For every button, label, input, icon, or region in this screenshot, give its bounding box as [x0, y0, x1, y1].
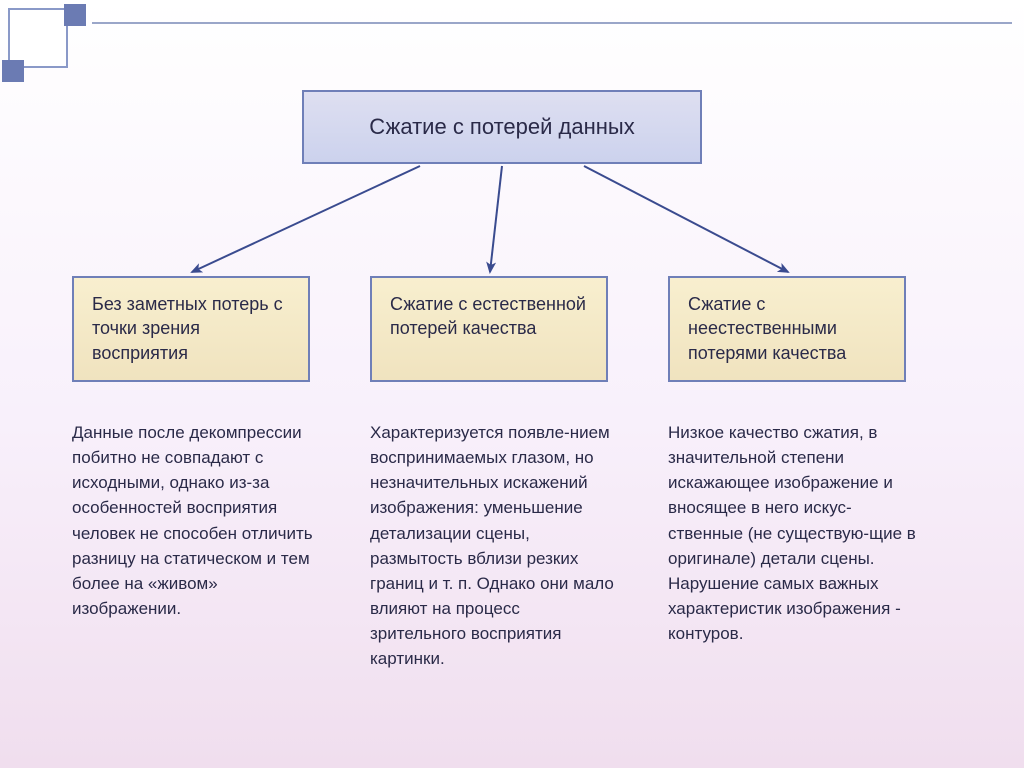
decor-square-large [8, 8, 68, 68]
category-node-2: Сжатие с естественной потерей качества [370, 276, 608, 382]
edge-2 [490, 166, 502, 272]
description-1: Данные после декомпрессии побитно не сов… [72, 420, 320, 621]
description-2: Характеризуется появле-нием воспринимаем… [370, 420, 618, 672]
slide: Сжатие с потерей данных Без заметных пот… [0, 0, 1024, 768]
edge-1 [192, 166, 420, 272]
root-node-label: Сжатие с потерей данных [369, 114, 634, 140]
category-node-3-label: Сжатие с неестественными потерями качест… [688, 292, 886, 365]
decor-rule [92, 22, 1012, 24]
edge-3 [584, 166, 788, 272]
category-node-1: Без заметных потерь с точки зрения воспр… [72, 276, 310, 382]
root-node: Сжатие с потерей данных [302, 90, 702, 164]
category-node-3: Сжатие с неестественными потерями качест… [668, 276, 906, 382]
category-node-1-label: Без заметных потерь с точки зрения воспр… [92, 292, 290, 365]
decor-square-small-bottom [2, 60, 24, 82]
decor-square-small-top [64, 4, 86, 26]
description-3: Низкое качество сжатия, в значительной с… [668, 420, 926, 646]
category-node-2-label: Сжатие с естественной потерей качества [390, 292, 588, 341]
